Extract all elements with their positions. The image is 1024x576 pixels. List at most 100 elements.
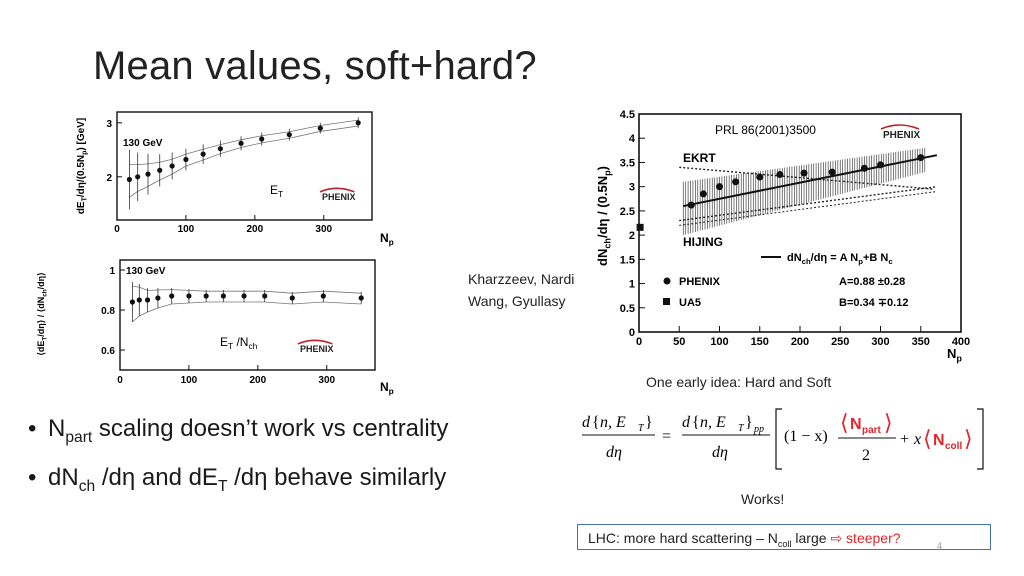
et-chart: 0 100 200 300 2 3 130 GeV ET PHENIX Np dET/dη/(0.5… (72, 104, 404, 247)
band-upper (129, 119, 359, 166)
y-tick-label: 0 (629, 327, 635, 339)
data-point (259, 136, 265, 142)
band-upper (132, 285, 362, 294)
early-idea-text: One early idea: Hard and Soft (646, 374, 832, 390)
reference-text: PRL 86(2001)3500 (715, 123, 816, 137)
data-point (126, 176, 133, 183)
phenix-point (716, 183, 723, 191)
data-point (286, 132, 292, 138)
ncoll-sub: coll (945, 441, 962, 452)
npart-sub: part (862, 425, 882, 436)
x-tick-label: 0 (636, 336, 642, 348)
lhc-sub: coll (777, 538, 792, 549)
equals-sign: = (662, 428, 671, 445)
citation-line2: Wang, Gyullasy (468, 293, 566, 309)
lhc-steeper: steeper? (842, 530, 901, 546)
bullet2-a: dN (48, 463, 79, 491)
x-axis-label: Np (380, 231, 394, 247)
phenix-point (776, 171, 784, 179)
legend-phenix-param: A=0.88 ±0.28 (839, 276, 905, 288)
y-tick-label: 3 (629, 182, 635, 194)
npart-n: N (850, 416, 862, 433)
x-tick-label: 0 (117, 375, 123, 386)
lhc-post: large (791, 530, 831, 546)
data-point (183, 156, 189, 163)
energy-annotation: 130 GeV (123, 138, 163, 149)
lhs-net: n, E (600, 414, 626, 431)
legend-phenix-marker (663, 277, 671, 285)
lhc-box: LHC: more hard scattering – Ncoll large … (577, 524, 991, 550)
formula-svg: d { n, E T } dη = d { n, E T } pp dη (1 … (582, 408, 984, 470)
bullet-dot: • (28, 463, 37, 491)
phenix-point (687, 201, 695, 209)
bullet1-main: N (48, 415, 66, 442)
x-term: x (913, 431, 921, 448)
fit-line (683, 154, 938, 208)
lhs-brace-close: } (645, 414, 653, 431)
data-point (157, 167, 163, 173)
x-tick-label: 300 (871, 336, 889, 348)
phenix-point (732, 178, 740, 186)
lhs-brace-open: { (592, 414, 600, 431)
hijing-curve-upper (679, 185, 937, 222)
legend-ua5-marker (663, 298, 670, 305)
x-tick-label: 300 (315, 224, 332, 235)
npart-rangle: ⟩ (884, 410, 893, 435)
lhs-d: d (582, 414, 591, 431)
series-label: ET (270, 183, 283, 199)
phenix-point (860, 164, 868, 172)
phenix-point (828, 168, 836, 176)
y-tick-label: 0.8 (101, 306, 115, 317)
data-point (155, 295, 161, 301)
bullet2-b-sub: T (217, 477, 228, 495)
bullet-dot: • (28, 415, 37, 442)
data-point (200, 151, 206, 157)
ncoll-langle: ⟨ (923, 426, 932, 451)
legend-phenix-name: PHENIX (679, 276, 721, 288)
bullet-item: • dNch /dη and dET /dη behave similarly (28, 463, 448, 502)
y-axis-label: ⟨dET/dη⟩ / ⟨dNch/dη⟩ (36, 272, 48, 355)
data-point (145, 171, 151, 177)
x-tick-label: 100 (178, 224, 195, 235)
rhs-deta: dη (712, 444, 728, 461)
phenix-point (877, 161, 884, 169)
formula: d { n, E T } dη = d { n, E T } pp dη (1 … (578, 405, 988, 478)
data-point (289, 295, 295, 301)
phenix-logo-arc (319, 187, 355, 193)
x-axis-label: Np (380, 380, 394, 396)
y-tick-label: 3.5 (620, 157, 635, 169)
lhs-deta: dη (606, 444, 622, 461)
y-tick-label: 0.5 (620, 303, 635, 315)
phenix-logo-text: PHENIX (883, 130, 921, 141)
phenix-point (917, 154, 925, 162)
citation-line1: Kharzzeev, Nardi (468, 271, 575, 287)
data-point (238, 140, 244, 146)
lhc-pre: LHC: more hard scattering – N (588, 530, 778, 546)
bullet-item: • Npart scaling doesn’t work vs centrali… (28, 414, 448, 453)
data-point (220, 293, 226, 299)
rhs-brace-open: { (692, 414, 700, 431)
data-point (317, 125, 323, 131)
y-axis-label: dET/dη/(0.5Np) [GeV] (76, 118, 89, 214)
x-tick-label: 100 (181, 375, 198, 386)
legend-ua5-param: B=0.34 ∓0.12 (839, 297, 908, 309)
page-number: 4 (937, 541, 943, 551)
x-tick-label: 200 (246, 224, 263, 235)
data-point (203, 293, 209, 299)
y-tick-label: 4 (629, 133, 636, 145)
rhs-brace-close: } (745, 414, 753, 431)
legend-ua5-name: UA5 (679, 297, 701, 309)
arrow-icon: ⇨ (830, 530, 843, 546)
y-tick-label: 2 (106, 173, 112, 184)
x-tick-label: 50 (673, 336, 685, 348)
data-point (217, 146, 223, 152)
phenix-logo-text: PHENIX (300, 344, 334, 354)
et-nch-chart-svg: 0 100 200 300 0.6 0.8 1 130 GeV ET /Nch PHENIX Np ⟨… (36, 259, 394, 396)
bullet-list: • Npart scaling doesn’t work vs centrali… (28, 414, 448, 512)
band-lower (132, 301, 362, 323)
nch-chart-svg: 0 50 100 150 200 250 300 350 400 0 0.5 1 1.5 2 2.5 3 3.5… (595, 109, 970, 363)
x-axis-label: Np (947, 346, 962, 363)
data-point (169, 293, 175, 299)
legend-fit-text: dNch/dη = A Np+B Nc (787, 252, 893, 266)
data-point (358, 295, 364, 301)
